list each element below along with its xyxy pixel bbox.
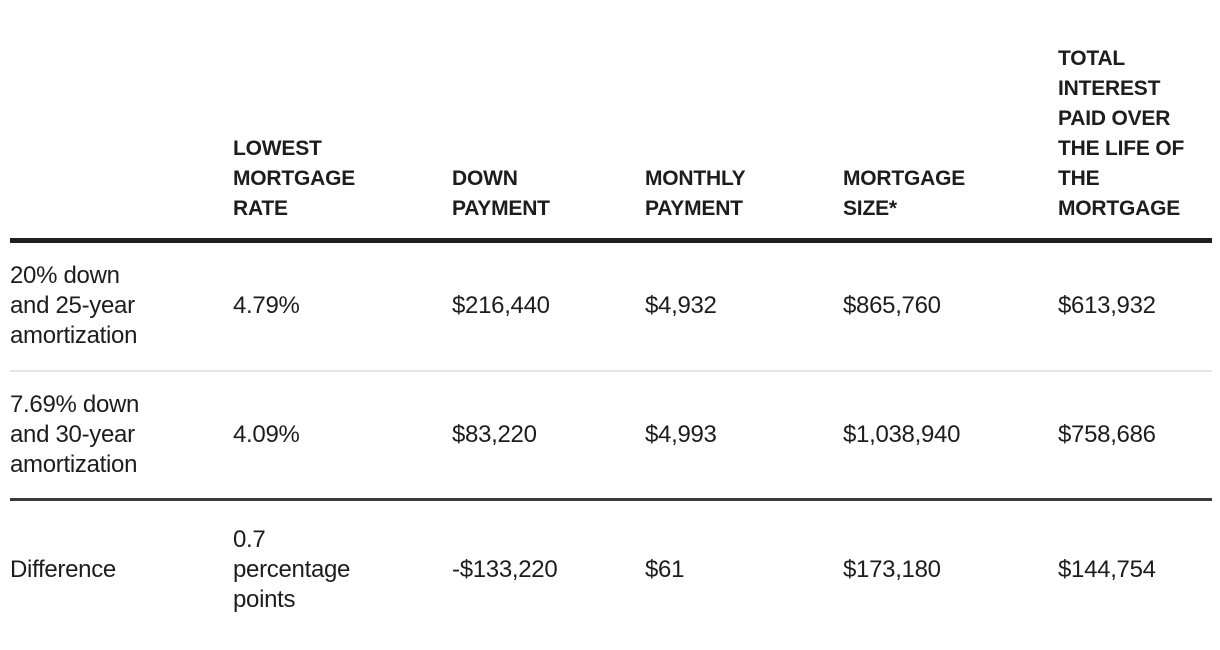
cell-lowest-mortgage-rate: 0.7 percentage points: [233, 525, 351, 613]
table-row-difference: Difference 0.7 percentage points -$133,2…: [10, 499, 1212, 639]
cell-lowest-mortgage-rate: 4.09%: [233, 371, 452, 501]
cell-monthly-payment: $61: [645, 555, 685, 583]
cell-down-payment: -$133,220: [452, 555, 558, 583]
cell-total-interest: $144,754: [1058, 555, 1156, 583]
cell-monthly-payment: $4,993: [645, 371, 843, 501]
column-header-total-interest: TOTAL INTEREST PAID OVER THE LIFE OF THE…: [1058, 0, 1212, 243]
cell-total-interest: $613,932: [1058, 240, 1212, 372]
cell-total-interest: $758,686: [1058, 371, 1212, 501]
column-header-monthly-payment: MONTHLY PAYMENT: [645, 0, 843, 243]
cell-down-payment: $83,220: [452, 371, 645, 501]
cell-mortgage-size: $865,760: [843, 240, 1058, 372]
cell-monthly-payment: $4,932: [645, 240, 843, 372]
row-label: 7.69% down and 30-year amortization: [10, 371, 233, 501]
column-header-down-payment: DOWN PAYMENT: [452, 0, 645, 243]
table-row-20pct-down-25yr: 20% down and 25-year amortization 4.79% …: [10, 240, 1212, 372]
row-label: 20% down and 25-year amortization: [10, 240, 233, 372]
column-header-row-label: [10, 0, 233, 243]
header-row: LOWEST MORTGAGE RATE DOWN PAYMENT MONTHL…: [10, 0, 1212, 243]
cell-mortgage-size: $1,038,940: [843, 371, 1058, 501]
cell-mortgage-size: $173,180: [843, 555, 941, 583]
row-label: Difference: [10, 555, 116, 583]
cell-down-payment: $216,440: [452, 240, 645, 372]
cell-lowest-mortgage-rate: 4.79%: [233, 240, 452, 372]
column-header-mortgage-size: MORTGAGE SIZE*: [843, 0, 1058, 243]
table-row-769pct-down-30yr: 7.69% down and 30-year amortization 4.09…: [10, 371, 1212, 501]
mortgage-comparison-table: LOWEST MORTGAGE RATE DOWN PAYMENT MONTHL…: [10, 0, 1212, 639]
column-header-lowest-mortgage-rate: LOWEST MORTGAGE RATE: [233, 0, 452, 243]
